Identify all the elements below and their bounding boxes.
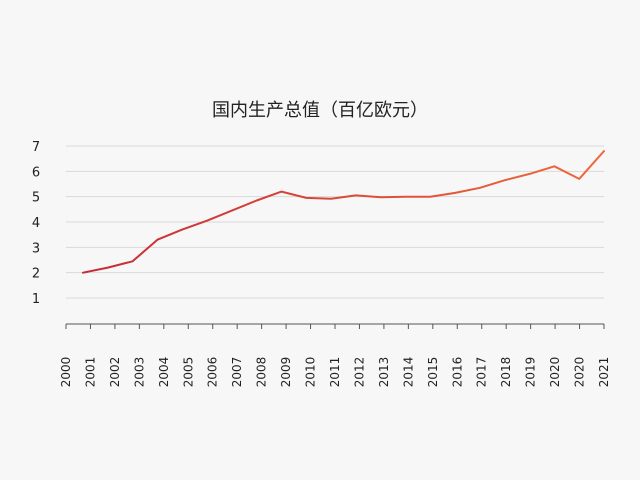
x-tick-label: 2020	[573, 357, 587, 388]
chart-title: 国内生产总值（百亿欧元）	[212, 100, 428, 121]
x-tick-label: 2004	[157, 357, 171, 388]
y-tick-label: 5	[32, 191, 40, 206]
x-tick-label: 2019	[524, 357, 538, 388]
x-tick-label: 2001	[83, 357, 97, 388]
x-tick-label: 2008	[255, 357, 269, 388]
x-tick-label: 2005	[181, 357, 195, 388]
y-tick-label: 1	[32, 292, 40, 307]
y-tick-label: 2	[32, 267, 40, 282]
x-tick-label: 2006	[206, 357, 220, 388]
series-line	[82, 150, 605, 274]
x-tick-label: 2000	[59, 357, 73, 388]
x-tick-label: 2014	[401, 357, 415, 388]
x-tick-label: 2011	[328, 357, 342, 388]
y-tick-label: 4	[32, 216, 40, 231]
x-tick-label: 2016	[450, 357, 464, 388]
x-tick-label: 2017	[475, 357, 489, 388]
x-tick-label: 2021	[597, 357, 611, 388]
grid-lines	[66, 145, 604, 299]
x-tick-label: 2018	[499, 357, 513, 388]
y-axis-ticks: 1 2 3 4 5 6 7	[32, 140, 40, 307]
x-tick-label: 2010	[304, 357, 318, 388]
y-tick-label: 6	[32, 165, 40, 180]
x-tick-label: 2002	[108, 357, 122, 388]
x-axis: 2000 2001 2002 2003 2004 2005 2006 2007 2008 2009…	[59, 323, 611, 388]
x-tick-label: 2012	[352, 357, 366, 388]
x-tick-label: 2009	[279, 357, 293, 388]
y-tick-label: 7	[32, 140, 40, 155]
x-tick-label: 2013	[377, 357, 391, 388]
x-tick-label: 2007	[230, 357, 244, 388]
y-tick-label: 3	[32, 241, 40, 256]
x-tick-label: 2003	[132, 357, 146, 388]
x-tick-label: 2015	[426, 357, 440, 388]
series-layer	[82, 150, 605, 274]
x-tick-label: 2020	[548, 357, 562, 388]
